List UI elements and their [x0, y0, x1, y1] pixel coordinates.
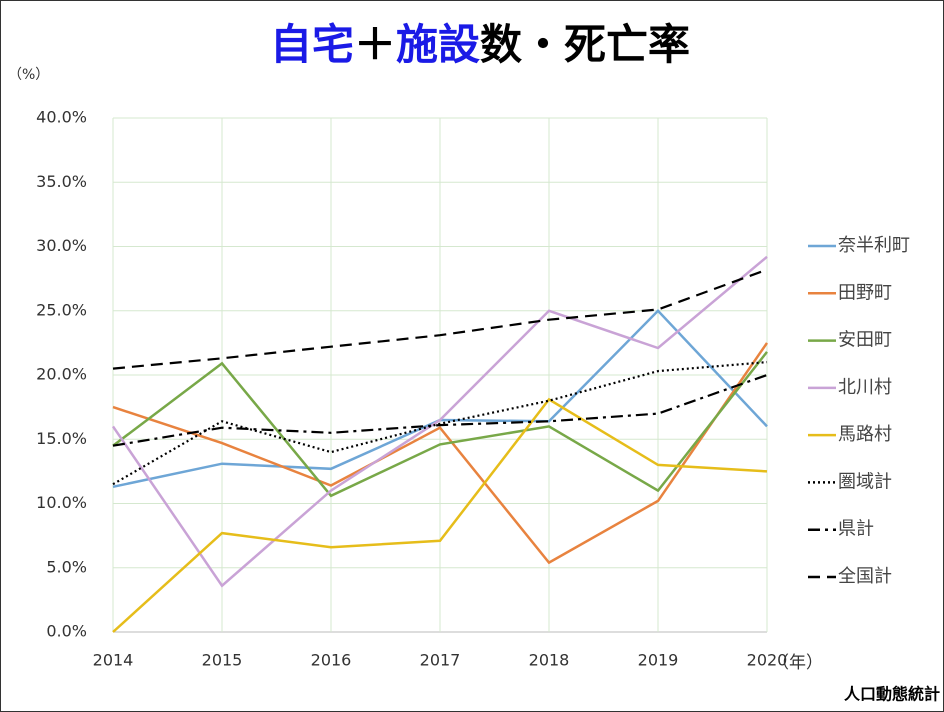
legend-label: 奈半利町 [838, 235, 910, 256]
x-tick-label: 2014 [93, 651, 134, 670]
y-tick-label: 35.0% [36, 172, 87, 191]
y-unit-label: （%） [8, 67, 49, 83]
legend-label: 田野町 [838, 282, 892, 303]
title-part: 施設 [396, 20, 480, 69]
y-tick-label: 25.0% [36, 300, 87, 319]
x-unit-label: （年） [772, 653, 823, 673]
series-line [112, 397, 768, 633]
x-tick-label: 2020 [747, 651, 788, 670]
y-tick-label: 20.0% [36, 365, 87, 384]
x-tick-label: 2019 [638, 651, 679, 670]
x-tick-label: 2018 [529, 651, 570, 670]
x-tick-label: 2016 [311, 651, 352, 670]
legend-label: 全国計 [838, 566, 892, 587]
title-part: ＋ [354, 20, 396, 69]
legend-label: 圏域計 [838, 471, 892, 492]
x-tick-label: 2015 [202, 651, 243, 670]
series-line [112, 373, 768, 447]
y-tick-label: 0.0% [46, 622, 87, 641]
legend-label: 安田町 [838, 330, 892, 351]
legend-label: 馬路村 [838, 424, 892, 445]
legend-label: 北川村 [838, 377, 892, 398]
series-line [112, 268, 768, 370]
y-tick-label: 40.0% [36, 108, 87, 127]
series-line [112, 342, 769, 565]
y-tick-label: 5.0% [46, 557, 87, 576]
title-part: 数・死亡率 [480, 20, 690, 69]
source: 人口動態統計 [844, 685, 940, 704]
y-tick-label: 30.0% [36, 236, 87, 255]
x-tick-label: 2017 [420, 651, 461, 670]
series-line [112, 361, 768, 486]
title-part: 自宅 [270, 20, 354, 69]
y-tick-label: 15.0% [36, 429, 87, 448]
series-line [111, 255, 768, 588]
series-line [112, 351, 768, 498]
legend-label: 県計 [838, 519, 874, 540]
chart-title: 自宅＋施設数・死亡率 [270, 20, 690, 69]
y-tick-label: 10.0% [36, 493, 87, 512]
